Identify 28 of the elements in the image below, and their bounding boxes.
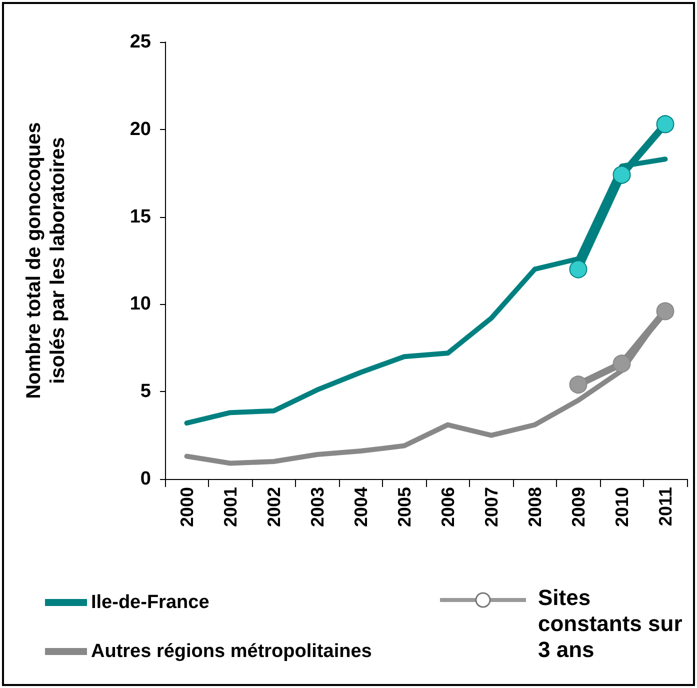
y-tick-label: 5 [140,381,152,402]
x-tick-label: 2002 [264,487,284,528]
y-axis-title: Nombre total de gonocoques isolés par les laboratoires [23,122,69,399]
x-tick-label: 2001 [220,487,240,528]
x-tick-label: 2000 [176,487,197,528]
x-tick-label: 2003 [307,487,328,528]
x-tick-label: 2010 [612,487,632,528]
text: Sites constants sur 3 ans [538,585,682,662]
point [612,166,631,184]
point [656,302,674,320]
x-tick-label: 2006 [438,487,458,528]
y-tick-label: 0 [140,468,151,490]
point [569,260,588,278]
x-tick-label: 2007 [481,487,502,528]
legend-label: Autres régions métropolitaines [91,641,372,662]
y-tick-label: 15 [130,206,152,228]
x-tick-label: 2004 [350,487,371,528]
x-tick-label: 2009 [568,487,588,528]
point [612,354,631,373]
legend-label: Ile-de-France [91,592,210,613]
x-tick-label: 2005 [394,487,414,528]
y-tick-label: 25 [130,32,152,52]
point [569,376,588,394]
point [656,115,674,134]
x-tick-label: 2008 [524,487,545,528]
y-tick-label: 20 [130,118,151,140]
y-tick-label: 10 [130,294,151,315]
x-tick-label: 2011 [655,487,676,526]
